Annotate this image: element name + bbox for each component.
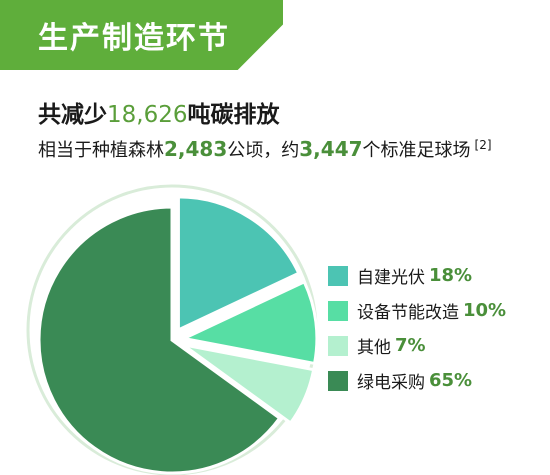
legend-label: 其他	[357, 338, 391, 358]
legend-value: 18%	[429, 265, 473, 286]
legend-label: 自建光伏	[357, 268, 425, 288]
headline: 共减少18,626吨碳排放	[38, 95, 279, 129]
legend-value: 10%	[463, 300, 507, 321]
pie-slice-self-pv	[176, 195, 301, 333]
legend-value: 65%	[429, 370, 473, 391]
footnote-ref: [2]	[474, 138, 492, 152]
legend-item-self-pv: 自建光伏 18%	[328, 263, 472, 288]
legend-swatch	[328, 300, 348, 321]
legend-swatch	[328, 335, 348, 356]
legend-swatch	[328, 370, 348, 391]
headline-value: 18,626	[107, 102, 188, 128]
equivalence-line: 相当于种植森林2,483公顷，约3,447个标准足球场 [2]	[38, 136, 492, 162]
pie-slice-green-power	[37, 205, 282, 475]
legend-label: 设备节能改造	[357, 303, 459, 323]
legend-swatch	[328, 265, 348, 286]
legend-item-equipment: 设备节能改造 10%	[328, 298, 506, 323]
forest-unit: 公顷，约	[227, 140, 300, 161]
legend-value: 7%	[395, 335, 426, 356]
section-title: 生产制造环节	[38, 21, 230, 56]
forest-value: 2,483	[164, 137, 228, 161]
legend-label: 绿电采购	[357, 373, 425, 393]
pie-slices	[37, 195, 319, 475]
pie-slice-other	[182, 343, 316, 426]
legend-item-green-power: 绿电采购 65%	[328, 368, 472, 393]
field-value: 3,447	[299, 137, 363, 161]
field-unit: 个标准足球场	[362, 140, 471, 161]
headline-prefix: 共减少	[38, 102, 107, 128]
headline-suffix: 吨碳排放	[187, 102, 280, 128]
pie-slice-equipment	[179, 279, 319, 366]
legend-item-other: 其他 7%	[328, 333, 426, 358]
section-banner	[0, 0, 283, 70]
subline-prefix: 相当于种植森林	[38, 140, 164, 161]
